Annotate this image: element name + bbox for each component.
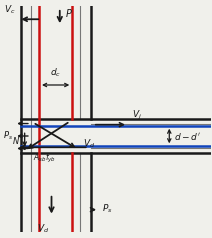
- Text: $d - d'$: $d - d'$: [174, 130, 201, 142]
- Text: $A_{sb}f_{yb}$: $A_{sb}f_{yb}$: [33, 152, 56, 165]
- Text: $P_s$: $P_s$: [3, 130, 13, 142]
- Text: $d_c$: $d_c$: [50, 67, 61, 79]
- Text: $P$: $P$: [65, 7, 73, 19]
- Text: $V_c$: $V_c$: [4, 3, 15, 16]
- Text: $P_s$: $P_s$: [102, 202, 113, 215]
- Text: $V_d$: $V_d$: [82, 137, 95, 150]
- Text: $N$: $N$: [13, 135, 21, 146]
- Text: $V_j$: $V_j$: [132, 109, 142, 122]
- Text: $V_d$: $V_d$: [37, 222, 49, 235]
